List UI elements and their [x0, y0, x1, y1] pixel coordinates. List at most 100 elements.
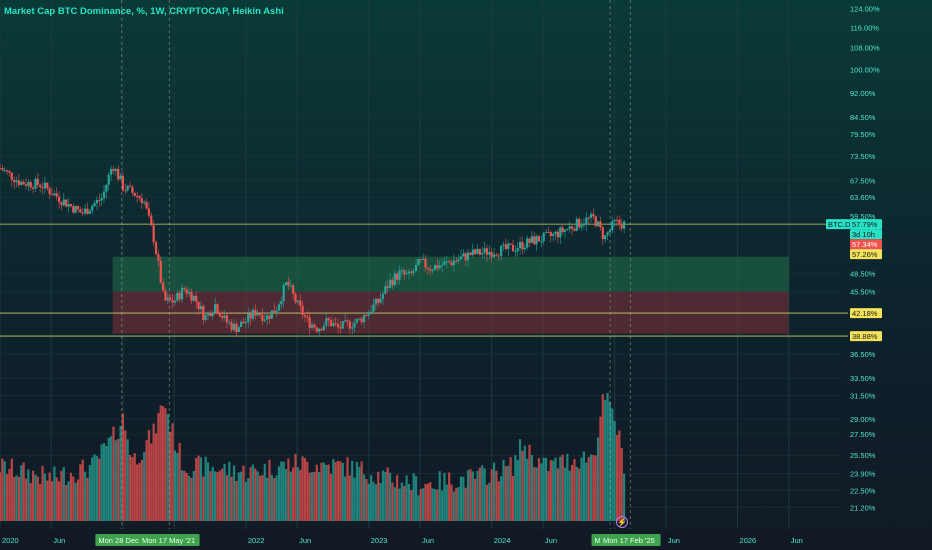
volume-bar: [414, 476, 418, 521]
volume-bar: [228, 461, 231, 521]
volume-bar: [31, 470, 35, 521]
volume-bar: [417, 495, 420, 521]
candle-body: [419, 259, 422, 261]
volume-bar: [277, 466, 281, 521]
candle-body: [192, 295, 195, 301]
candle-body: [164, 290, 167, 301]
volume-bar: [474, 478, 477, 521]
candle-body: [495, 254, 498, 256]
volume-bar: [622, 473, 626, 521]
volume-bar: [0, 472, 2, 521]
candle-body: [131, 186, 134, 193]
candle-body: [426, 267, 429, 270]
volume-bar: [568, 470, 571, 521]
volume-bar: [355, 461, 359, 521]
candle-body: [310, 324, 314, 328]
candle-body: [575, 218, 578, 231]
volume-bar: [436, 489, 439, 521]
candle-body: [55, 193, 58, 197]
volume-bar: [462, 476, 465, 521]
candle-body: [422, 258, 425, 260]
volume-bar: [594, 455, 597, 521]
volume-bar: [372, 481, 375, 521]
y-tick-label: 21.20%: [850, 503, 876, 512]
candle-body: [414, 265, 418, 272]
y-tick-label: 67.50%: [850, 176, 876, 185]
volume-bar: [587, 457, 590, 521]
volume-bar: [580, 457, 583, 521]
candle-body: [256, 313, 259, 316]
price-tag: 38.88%: [852, 332, 878, 341]
volume-bar: [93, 454, 96, 521]
volume-bar: [471, 471, 474, 521]
candle-body: [601, 227, 604, 240]
volume-bar: [327, 464, 330, 521]
volume-bar: [490, 469, 493, 521]
volume-bar: [601, 394, 604, 521]
volume-bar: [535, 467, 538, 521]
candle-body: [69, 204, 73, 207]
candle-body: [178, 292, 181, 300]
volume-bar: [433, 489, 437, 521]
volume-bar: [268, 459, 271, 521]
volume-bar: [46, 480, 49, 521]
volume-bar: [573, 458, 576, 521]
volume-bar: [339, 461, 342, 521]
volume-bar: [362, 474, 366, 521]
volume-bar: [374, 484, 377, 521]
candle-body: [455, 260, 458, 262]
volume-bar: [117, 439, 120, 521]
candle-body: [615, 219, 619, 221]
volume-bar: [216, 472, 219, 521]
volume-bar: [348, 475, 351, 521]
candle-body: [114, 168, 117, 171]
candle-body: [313, 324, 316, 328]
volume-bar: [521, 450, 524, 521]
candle-body: [563, 229, 567, 232]
volume-bar: [60, 470, 63, 521]
volume-bar: [53, 466, 56, 521]
candle-body: [303, 314, 307, 317]
candle-body: [580, 225, 583, 228]
volume-bar: [183, 470, 186, 521]
candle-body: [452, 260, 455, 266]
volume-bar: [599, 416, 602, 521]
volume-bar: [608, 401, 612, 521]
y-tick-label: 27.50%: [850, 430, 876, 439]
volume-bar: [128, 454, 132, 521]
candle-body: [599, 221, 602, 228]
volume-bar: [95, 455, 99, 521]
volume-bar: [618, 430, 621, 521]
volume-bar: [310, 472, 314, 521]
candle-body: [336, 324, 340, 328]
volume-bar: [485, 484, 489, 521]
volume-bar: [147, 429, 151, 521]
candle-body: [403, 270, 406, 275]
volume-bar: [91, 457, 94, 521]
volume-bar: [514, 455, 517, 521]
volume-bar: [483, 468, 486, 521]
candle-body: [540, 241, 543, 243]
volume-bar: [469, 468, 472, 521]
volume-bar: [211, 466, 214, 521]
candle-body: [604, 235, 607, 240]
volume-bar: [440, 490, 444, 521]
volume-bar: [209, 471, 212, 521]
candle-body: [424, 258, 427, 268]
volume-bar: [313, 471, 316, 521]
volume-bar: [162, 406, 165, 521]
volume-bar: [5, 474, 9, 521]
candle-body: [223, 315, 226, 318]
volume-bar: [29, 482, 32, 521]
candle-body: [417, 259, 420, 266]
lightning-icon[interactable]: ⚡: [616, 516, 628, 528]
volume-bar: [412, 473, 415, 521]
volume-bar: [377, 471, 380, 521]
volume-bar: [254, 468, 257, 521]
candle-body: [377, 298, 380, 303]
volume-bar: [400, 482, 403, 521]
y-tick-label: 48.50%: [850, 270, 876, 279]
volume-bar: [303, 457, 307, 521]
candle-body: [128, 185, 132, 187]
